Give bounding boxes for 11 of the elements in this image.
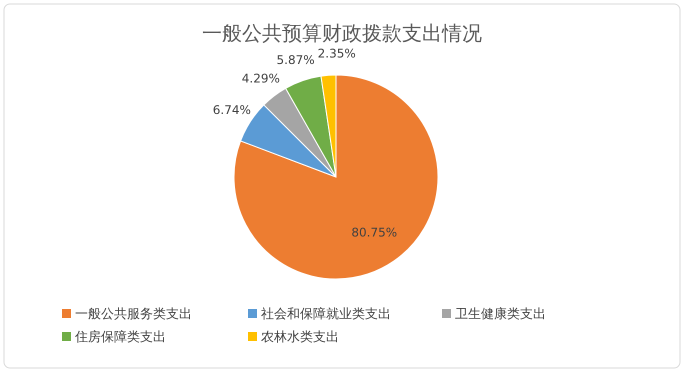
legend-label: 农林水类支出 [261, 330, 339, 345]
legend-label: 卫生健康类支出 [455, 307, 546, 322]
chart-title: 一般公共预算财政拨款支出情况 [202, 21, 482, 45]
legend-label: 一般公共服务类支出 [75, 307, 192, 322]
data-label: 2.35% [318, 46, 356, 60]
legend-label: 住房保障类支出 [74, 329, 166, 345]
legend-label: 社会和保障就业类支出 [261, 307, 391, 322]
data-label: 5.87% [276, 52, 315, 67]
data-label: 4.29% [242, 71, 280, 86]
data-label: 6.74% [212, 102, 251, 117]
data-label: 80.75% [351, 225, 398, 240]
